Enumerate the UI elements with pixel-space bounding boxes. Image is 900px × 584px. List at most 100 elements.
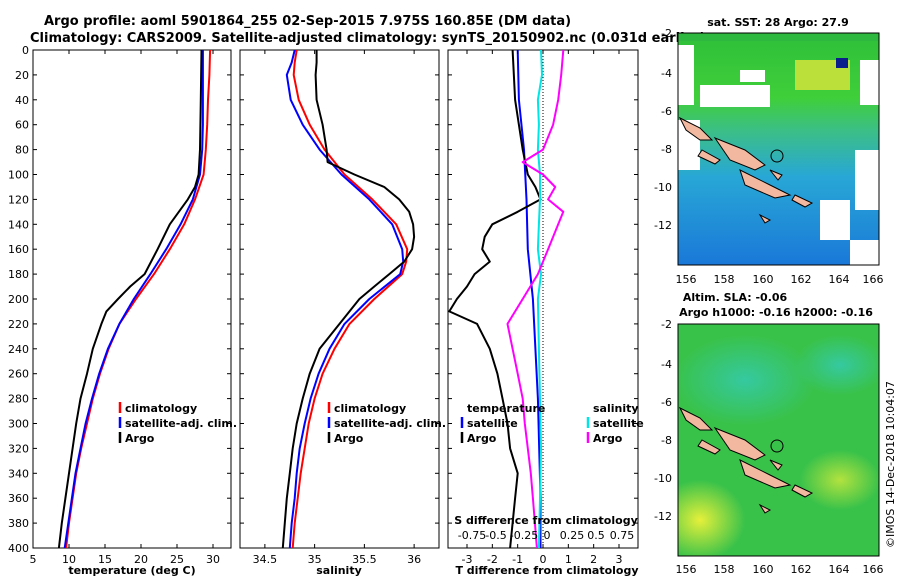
lat-tick: -2 (661, 27, 672, 40)
sst-cold-patch (836, 58, 848, 68)
lon-tick: 160 (753, 563, 774, 576)
lon-tick: 158 (714, 563, 735, 576)
depth-tick: 80 (15, 144, 29, 157)
sdiff-tick: -0.75 (458, 529, 486, 542)
series-line-temperature-argo (448, 50, 542, 548)
salinity-x-ticks: 34.5 35 35.5 36 (253, 50, 421, 566)
sst-missing-data (860, 60, 879, 105)
depth-tick: 0 (22, 44, 29, 57)
sst-lat-ticks: -2 -4 -6 -8 -10 -12 (654, 27, 672, 232)
sst-map-frame (677, 32, 880, 266)
depth-tick: 300 (8, 418, 29, 431)
depth-tick: 180 (8, 268, 29, 281)
sdiff-tick: -0.5 (485, 529, 506, 542)
imos-credit: ©IMOS 14-Dec-2018 10:04:07 (884, 381, 897, 548)
depth-tick: 400 (8, 542, 29, 555)
depth-tick: 360 (8, 492, 29, 505)
temperature-series (57, 50, 212, 548)
salinity-legend: climatology satellite-adj. clim. Argo (327, 402, 446, 445)
legend-climatology: climatology (334, 402, 406, 415)
sst-map-title: sat. SST: 28 Argo: 27.9 (707, 16, 849, 29)
depth-tick: 240 (8, 343, 29, 356)
sdiff-tick: 0 (544, 529, 551, 542)
depth-tick: 340 (8, 467, 29, 480)
depth-tick: 220 (8, 318, 29, 331)
sst-missing-data (855, 150, 879, 210)
lon-tick: 166 (863, 273, 884, 286)
depth-tick: 200 (8, 293, 29, 306)
series-line-satellite-adj-clim- (63, 50, 204, 548)
lon-tick: 156 (676, 273, 697, 286)
sla-map-title-2: Argo h1000: -0.16 h2000: -0.16 (679, 306, 873, 319)
lon-tick: 160 (753, 273, 774, 286)
legend-temperature-header: temperature (467, 402, 545, 415)
salinity-series (281, 50, 416, 548)
lon-tick: 162 (791, 273, 812, 286)
x-tick-label: 35.5 (352, 553, 377, 566)
x-tick-label: 30 (206, 553, 220, 566)
lat-tick: -10 (654, 472, 672, 485)
series-line-salinity-satellite (536, 50, 543, 548)
x-tick-label: 15 (98, 553, 112, 566)
x-tick-label: 2 (590, 553, 597, 566)
sdiff-title: S difference from climatology (454, 514, 638, 527)
tdiff-xlabel: T difference from climatology (455, 564, 638, 577)
sdiff-tick: 0.75 (610, 529, 635, 542)
lat-tick: -6 (661, 105, 672, 118)
depth-tick: 40 (15, 94, 29, 107)
lat-tick: -4 (661, 67, 672, 80)
legend-t-argo: Argo (467, 432, 497, 445)
sdiff-ticks: -0.75 -0.5 -0.25 0 0.25 0.5 0.75 (458, 529, 634, 542)
series-line-climatology (291, 50, 409, 548)
sst-missing-data (740, 70, 765, 82)
sla-map (678, 324, 879, 556)
lon-tick: 158 (714, 273, 735, 286)
sst-lon-ticks: 156 158 160 162 164 166 (676, 273, 884, 286)
x-tick-label: 34.5 (253, 553, 278, 566)
lat-tick: -4 (661, 358, 672, 371)
difference-x-ticks: -3 -2 -1 0 1 2 3 (462, 50, 623, 566)
lon-tick: 166 (863, 563, 884, 576)
sla-map-title-1: Altim. SLA: -0.06 (683, 291, 788, 304)
sst-missing-data (820, 200, 850, 240)
depth-tick: 320 (8, 442, 29, 455)
sdiff-tick: 0.25 (560, 529, 585, 542)
x-tick-label: -1 (512, 553, 523, 566)
series-line-argo (57, 50, 203, 548)
x-tick-label: 10 (62, 553, 76, 566)
difference-series (448, 50, 565, 548)
sst-missing-data (700, 85, 770, 107)
lat-tick: -8 (661, 143, 672, 156)
legend-climatology: climatology (125, 402, 197, 415)
salinity-xlabel: salinity (316, 564, 362, 577)
legend-satellite-adj: satellite-adj. clim. (334, 417, 446, 430)
sdiff-tick: -0.25 (510, 529, 538, 542)
series-line-satellite-adj-clim- (285, 50, 405, 548)
x-tick-label: 1 (565, 553, 572, 566)
temperature-x-ticks: 5 10 15 20 25 30 (30, 50, 220, 566)
argo-location-marker (770, 439, 784, 453)
sla-lon-ticks: 156 158 160 162 164 166 (676, 563, 884, 576)
legend-t-satellite: satellite (467, 417, 518, 430)
lat-tick: -12 (654, 510, 672, 523)
islands (678, 406, 814, 514)
salinity-plot-frame (239, 49, 440, 549)
sst-missing-data (678, 45, 694, 105)
x-tick-label: -3 (462, 553, 473, 566)
lon-tick: 162 (791, 563, 812, 576)
x-tick-label: 5 (30, 553, 37, 566)
sdiff-tick: 0.5 (587, 529, 605, 542)
islands (678, 116, 814, 224)
argo-location-marker (770, 149, 784, 163)
lat-tick: -8 (661, 434, 672, 447)
x-tick-label: 25 (170, 553, 184, 566)
lat-tick: -2 (661, 318, 672, 331)
x-tick-label: 36 (407, 553, 421, 566)
sst-map (678, 33, 879, 265)
series-line-climatology (65, 50, 212, 548)
lon-tick: 156 (676, 563, 697, 576)
legend-argo: Argo (125, 432, 155, 445)
x-tick-label: 20 (134, 553, 148, 566)
x-tick-label: 3 (616, 553, 623, 566)
series-line-argo (281, 50, 416, 548)
